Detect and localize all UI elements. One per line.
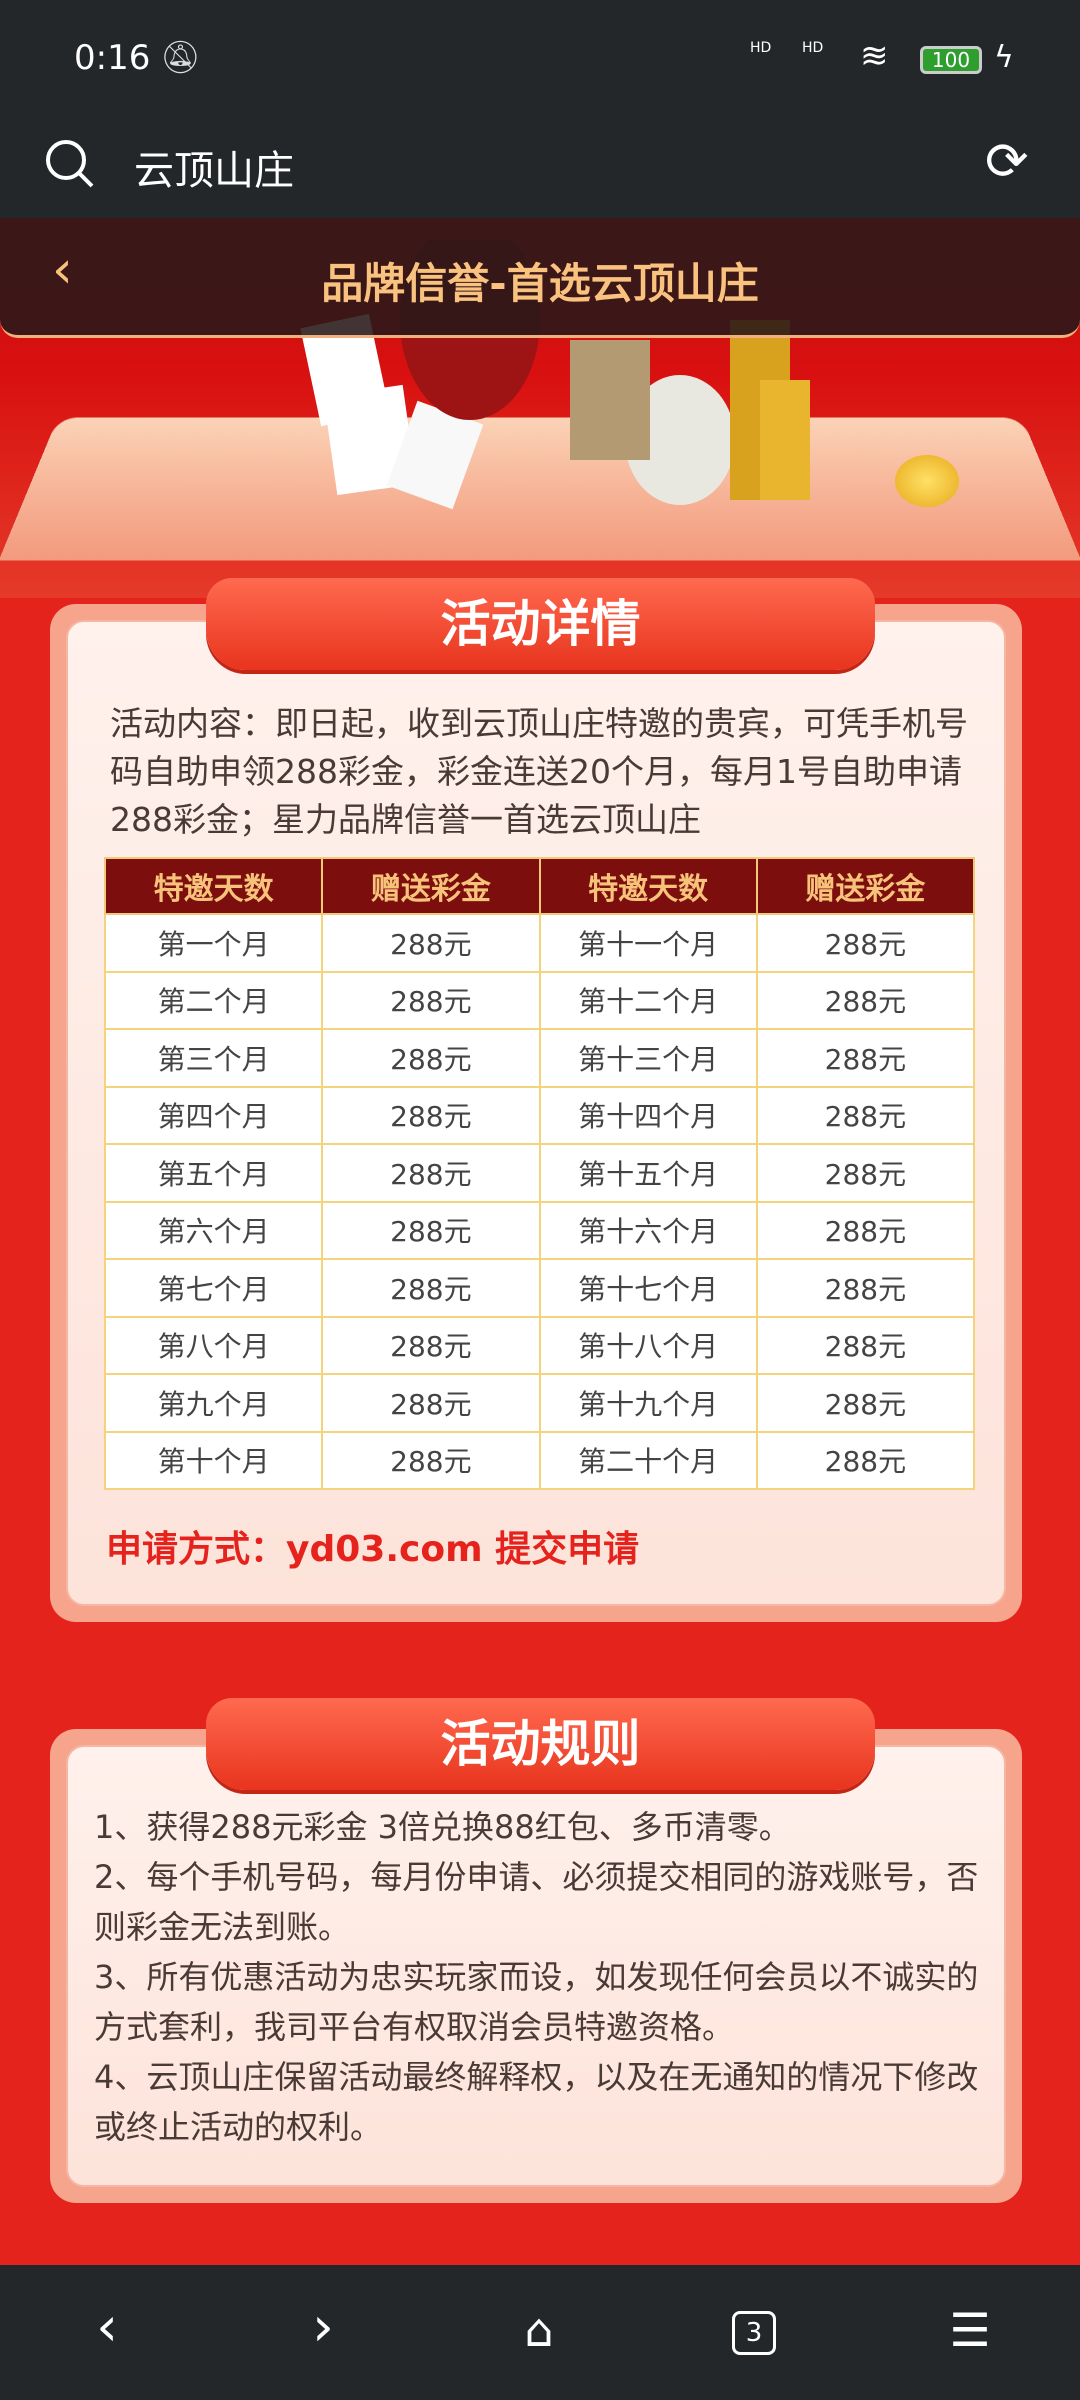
rule-item: 1、获得288元彩金 3倍兑换88红包、多币清零。 (94, 1808, 791, 1846)
table-cell: 第八个月 (103, 1315, 324, 1375)
table-cell: 第十三个月 (538, 1028, 758, 1088)
table-cell: 288元 (755, 1085, 976, 1145)
address-bar[interactable]: 云顶山庄 ⟳ (0, 130, 1080, 218)
table-cell: 288元 (321, 1143, 541, 1203)
wifi-icon: ≋ (860, 36, 889, 76)
table-cell: 288元 (755, 1028, 976, 1088)
page-title: 品牌信誉-首选云顶山庄 (321, 259, 759, 308)
search-icon[interactable] (40, 134, 100, 194)
rules-list: 1、获得288元彩金 3倍兑换88红包、多币清零。 2、每个手机号码，每月份申请… (94, 1802, 994, 2152)
table-row: 第八个月 288元 第十八个月 288元 (103, 1315, 976, 1375)
table-cell: 288元 (321, 970, 541, 1030)
rule-item: 4、云顶山庄保留活动最终解释权，以及在无通知的情况下修改或终止活动的权利。 (94, 2058, 979, 2146)
mute-bell-icon: 🔕︎ (160, 38, 201, 76)
back-icon[interactable]: ‹ (96, 2295, 118, 2358)
rules-card (50, 1729, 1022, 2203)
apply-method[interactable]: 申请方式：yd03.com 提交申请 (106, 1529, 640, 1570)
table-row: 第九个月 288元 第十九个月 288元 (103, 1373, 976, 1433)
refresh-icon[interactable]: ⟳ (985, 132, 1029, 192)
rules-title: 活动规则 (206, 1698, 875, 1790)
battery-icon: 100 (920, 46, 982, 74)
table-cell: 第九个月 (103, 1373, 324, 1433)
forward-icon[interactable]: › (312, 2295, 334, 2358)
table-cell: 288元 (321, 1430, 541, 1490)
table-cell: 第四个月 (103, 1085, 324, 1145)
cell-signal-icon-2: HD (802, 40, 824, 56)
table-cell: 288元 (755, 913, 976, 973)
table-row: 第二个月 288元 第十二个月 288元 (103, 970, 976, 1030)
table-cell: 第五个月 (103, 1143, 324, 1203)
clock: 0:16 (74, 38, 151, 78)
table-cell: 第一个月 (103, 913, 324, 973)
table-cell: 288元 (755, 1258, 976, 1318)
cell-signal-icon: HD (750, 40, 772, 56)
table-row: 第三个月 288元 第十三个月 288元 (103, 1028, 976, 1088)
coin-icon (895, 455, 959, 507)
status-bar: 0:16 🔕︎ HD HD ≋ 100 ϟ (0, 0, 1080, 130)
rule-item: 3、所有优惠活动为忠实玩家而设，如发现任何会员以不诚实的方式套利，我司平台有权取… (94, 1958, 979, 2046)
table-cell: 第十二个月 (538, 970, 758, 1030)
table-row: 第十个月 288元 第二十个月 288元 (103, 1430, 976, 1490)
column-header: 赠送彩金 (321, 857, 541, 915)
address-text[interactable]: 云顶山庄 (134, 148, 294, 194)
table-cell: 第二个月 (103, 970, 324, 1030)
table-row: 第一个月 288元 第十一个月 288元 (103, 913, 976, 973)
table-cell: 第六个月 (103, 1200, 324, 1260)
table-cell: 288元 (755, 1200, 976, 1260)
table-cell: 288元 (321, 1200, 541, 1260)
column-header: 赠送彩金 (755, 857, 976, 915)
table-cell: 第二十个月 (538, 1430, 758, 1490)
table-cell: 288元 (321, 1258, 541, 1318)
charging-icon: ϟ (994, 40, 1014, 75)
table-cell: 288元 (755, 1373, 976, 1433)
table-cell: 288元 (321, 1028, 541, 1088)
table-row: 第六个月 288元 第十六个月 288元 (103, 1200, 976, 1260)
details-content: 活动内容：即日起，收到云顶山庄特邀的贵宾，可凭手机号码自助申领288彩金，彩金连… (110, 704, 968, 839)
column-header: 特邀天数 (538, 857, 758, 915)
table-cell: 288元 (321, 1085, 541, 1145)
rule-item: 2、每个手机号码，每月份申请、必须提交相同的游戏账号，否则彩金无法到账。 (94, 1858, 979, 1946)
table-cell: 第七个月 (103, 1258, 324, 1318)
table-row: 第四个月 288元 第十四个月 288元 (103, 1085, 976, 1145)
table-cell: 第十八个月 (538, 1315, 758, 1375)
tabs-button[interactable]: 3 (732, 2311, 776, 2355)
bonus-table: 特邀天数 赠送彩金 特邀天数 赠送彩金 第一个月 288元 第十一个月 288元 第二个月 28… (103, 857, 976, 1490)
table-cell: 288元 (321, 913, 541, 973)
table-cell: 288元 (321, 1315, 541, 1375)
home-icon[interactable]: ⌂ (524, 2303, 554, 2357)
menu-icon[interactable]: ☰ (949, 2303, 991, 2357)
table-cell: 第三个月 (103, 1028, 324, 1088)
column-header: 特邀天数 (103, 857, 324, 915)
table-cell: 第十六个月 (538, 1200, 758, 1260)
table-row: 第七个月 288元 第十七个月 288元 (103, 1258, 976, 1318)
table-cell: 第十七个月 (538, 1258, 758, 1318)
table-row: 第五个月 288元 第十五个月 288元 (103, 1143, 976, 1203)
table-cell: 第十个月 (103, 1430, 324, 1490)
table-cell: 288元 (321, 1373, 541, 1433)
table-cell: 288元 (755, 970, 976, 1030)
table-cell: 第十九个月 (538, 1373, 758, 1433)
bottom-nav: ‹ › ⌂ 3 ☰ (0, 2265, 1080, 2400)
back-chevron-icon[interactable]: ‹ (52, 240, 73, 300)
table-cell: 第十四个月 (538, 1085, 758, 1145)
table-cell: 第十一个月 (538, 913, 758, 973)
table-cell: 288元 (755, 1143, 976, 1203)
table-cell: 288元 (755, 1430, 976, 1490)
table-cell: 第十五个月 (538, 1143, 758, 1203)
page-header: ‹ 品牌信誉-首选云顶山庄 (0, 218, 1080, 338)
details-title: 活动详情 (206, 578, 875, 670)
table-cell: 288元 (755, 1315, 976, 1375)
